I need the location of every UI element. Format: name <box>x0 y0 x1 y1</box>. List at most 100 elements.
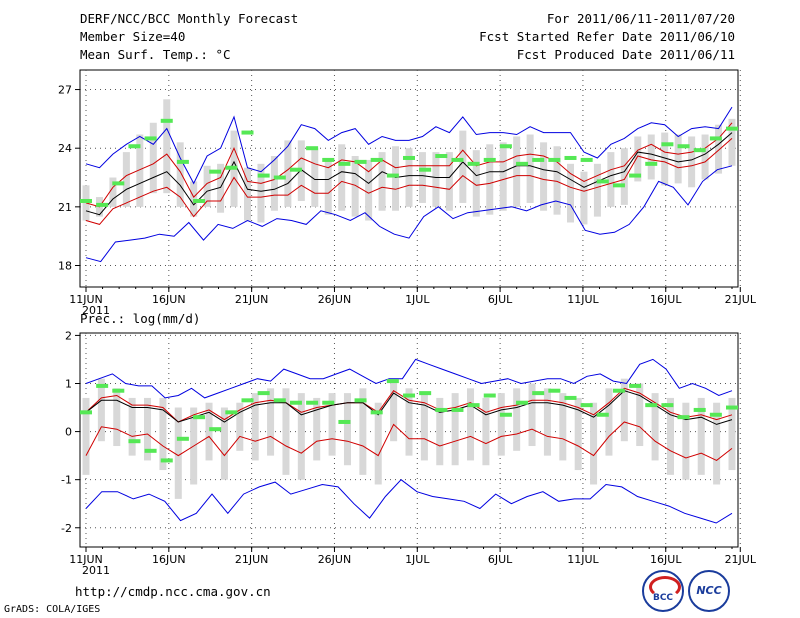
spread-box <box>590 402 598 485</box>
x-tick-label: 21JUL <box>725 553 757 566</box>
spread-box <box>149 122 157 194</box>
member-marker <box>209 169 222 174</box>
x-tick-label: 16JUL <box>650 553 682 566</box>
member-marker <box>370 410 383 415</box>
spread-box <box>580 171 588 225</box>
spread-box <box>257 163 265 223</box>
x-tick-label: 26JUN <box>318 553 352 566</box>
spread-box <box>313 397 321 461</box>
spread-box <box>666 397 674 475</box>
series-lower-line <box>85 421 733 461</box>
plot-frame <box>79 332 739 548</box>
spread-box <box>203 165 211 207</box>
spread-box <box>553 146 561 215</box>
member-marker <box>257 173 270 178</box>
member-marker <box>596 412 609 417</box>
spread-box <box>97 378 105 442</box>
x-tick-label: 16JUN <box>152 293 186 306</box>
y-tick-label: 21 <box>58 201 72 214</box>
spread-box <box>390 378 398 442</box>
member-marker <box>532 157 545 162</box>
member-marker <box>403 393 415 398</box>
spread-box <box>472 150 480 217</box>
member-marker <box>225 165 238 170</box>
spread-box <box>365 159 373 221</box>
source-url[interactable]: http://cmdp.ncc.cma.gov.cn <box>75 584 271 599</box>
x-tick-label: 11JUL <box>567 293 599 306</box>
member-marker <box>338 419 351 424</box>
member-marker <box>80 410 92 415</box>
spread-box <box>251 393 259 461</box>
ncc-logo-label: NCC <box>696 584 722 597</box>
spread-box <box>528 383 536 447</box>
member-marker <box>580 403 593 408</box>
member-marker <box>241 130 254 135</box>
member-marker <box>144 448 157 453</box>
grads-credit: GrADS: COLA/IGES <box>4 604 101 615</box>
spread-box <box>543 388 551 456</box>
spread-box <box>267 388 275 456</box>
member-marker <box>467 161 480 166</box>
series-max-line <box>85 358 733 399</box>
member-marker <box>193 198 206 203</box>
variable-label: Mean Surf. Temp.: °C <box>80 47 231 62</box>
spread-box <box>174 407 182 499</box>
spread-box <box>697 397 705 475</box>
spread-box <box>328 393 336 456</box>
member-marker <box>419 167 432 172</box>
spread-box <box>682 402 690 480</box>
spread-box <box>405 388 413 456</box>
spread-box <box>497 393 505 456</box>
spread-box <box>482 397 490 466</box>
spread-box <box>324 157 332 215</box>
spread-box <box>109 177 117 207</box>
member-marker <box>273 398 286 403</box>
spread-box <box>205 402 213 461</box>
member-marker <box>322 157 335 162</box>
member-marker <box>160 118 173 123</box>
member-marker <box>693 407 706 412</box>
member-marker <box>435 407 448 412</box>
series-max-line <box>85 106 733 185</box>
series-lower-line <box>85 138 733 225</box>
member-marker <box>645 161 658 166</box>
member-marker <box>289 167 302 172</box>
x-tick-label: 11JUL <box>567 553 599 566</box>
spread-box <box>136 134 144 207</box>
forecast-period: For 2011/06/11-2011/07/20 <box>546 11 735 26</box>
y-tick-label: -2 <box>61 522 72 535</box>
member-marker <box>451 157 464 162</box>
member-marker <box>516 400 529 405</box>
member-marker <box>548 388 561 393</box>
member-marker <box>532 391 545 396</box>
member-marker <box>580 157 593 162</box>
member-marker <box>403 155 415 160</box>
member-marker <box>354 159 367 164</box>
spread-box <box>236 402 244 451</box>
member-marker <box>693 148 706 153</box>
produced-date: Fcst Produced Date 2011/06/11 <box>516 47 735 62</box>
chart-title: DERF/NCC/BCC Monthly Forecast <box>80 11 299 26</box>
member-marker <box>661 142 674 147</box>
spread-box <box>144 397 152 461</box>
panel-2: -2 -1 0 1 2 11JUN 16JUN 21JUN 26JUN 1JUL 6JUL 11JUL… <box>61 311 757 577</box>
refer-date: Fcst Started Refer Date 2011/06/10 <box>479 29 735 44</box>
member-marker <box>435 154 448 159</box>
spread-box <box>311 148 319 207</box>
series-min-line <box>85 165 733 263</box>
spread-box <box>343 393 351 466</box>
series-mean-line <box>85 132 733 216</box>
spread-box <box>418 152 426 203</box>
member-marker <box>709 412 722 417</box>
member-marker <box>370 157 383 162</box>
member-marker <box>451 407 464 412</box>
member-marker <box>596 179 609 184</box>
member-marker <box>709 136 722 141</box>
spread-box <box>526 134 534 203</box>
spread-box <box>467 388 475 461</box>
spread-box <box>605 388 613 456</box>
series-min-line <box>85 479 733 524</box>
spread-box <box>163 99 171 194</box>
bcc-logo: BCC <box>642 570 684 612</box>
